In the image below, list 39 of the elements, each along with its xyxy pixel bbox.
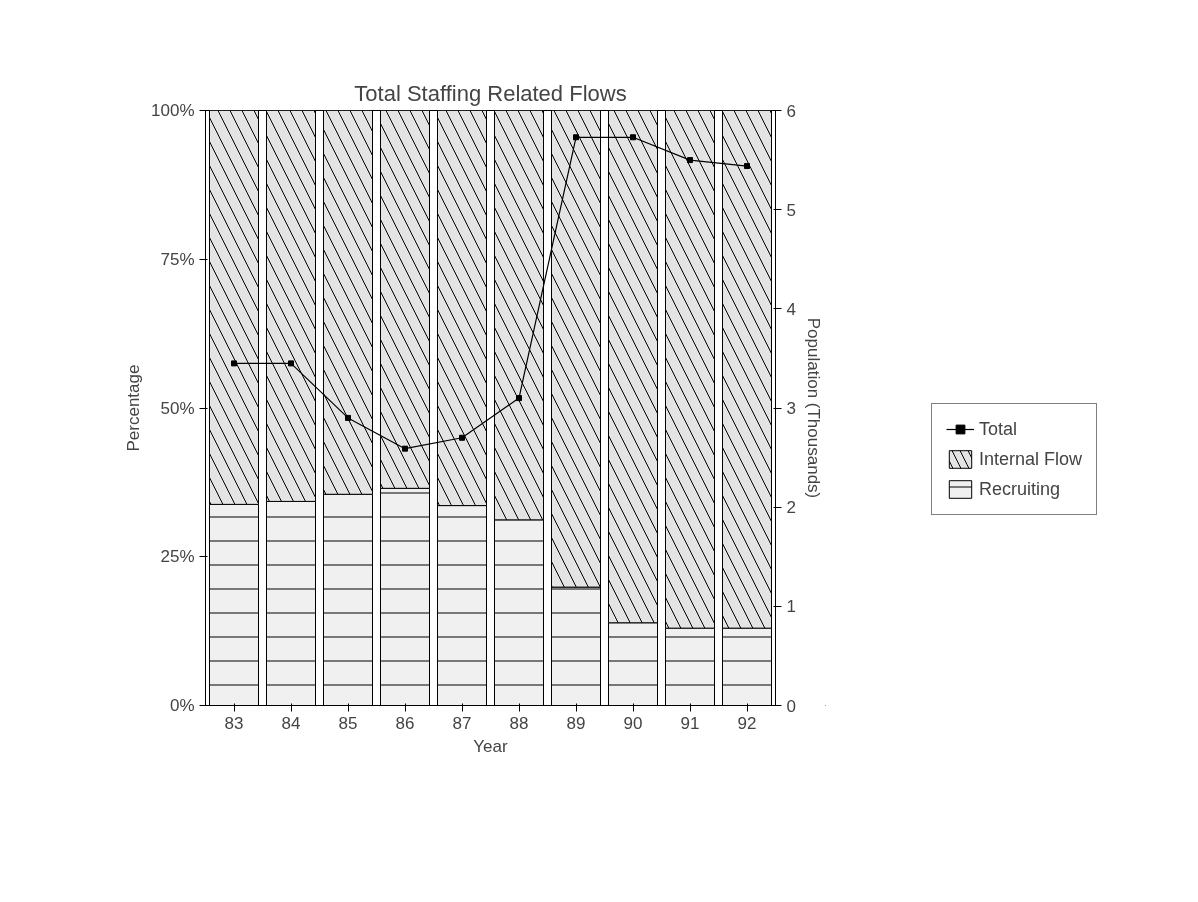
y-tick-label: 25% xyxy=(160,547,195,567)
x-tick-label: 88 xyxy=(509,713,529,733)
y-tick-label: 100% xyxy=(151,101,195,120)
x-tick-label: 83 xyxy=(224,713,244,733)
y-tick-label: 0% xyxy=(169,696,195,715)
point xyxy=(516,395,522,402)
x-tick-label: 89 xyxy=(566,713,586,733)
legend-label: Internal Flow xyxy=(979,448,1083,470)
y2-axis-title: Population (Thousands) xyxy=(803,317,823,499)
y-axis-title: Percentage xyxy=(124,364,144,452)
y-tick-label: 75% xyxy=(160,249,195,269)
x-tick-label: 85 xyxy=(338,713,358,733)
y2-tick-label: 6 xyxy=(786,101,796,121)
point xyxy=(687,157,693,164)
chart-title: Total Staffing Related Flows xyxy=(354,80,627,106)
point xyxy=(345,414,351,421)
point xyxy=(402,445,408,452)
x-tick-label: 86 xyxy=(395,713,415,733)
x-tick-label: 90 xyxy=(623,713,643,733)
y2-tick-label: 3 xyxy=(786,399,796,418)
x-tick-label: 92 xyxy=(737,713,757,733)
x-tick-label: 84 xyxy=(281,713,301,733)
y2-tick-label: 0 xyxy=(786,696,796,716)
y-tick-label: 50% xyxy=(160,398,195,418)
point xyxy=(573,134,579,141)
y2-tick-label: 5 xyxy=(786,200,796,220)
point xyxy=(744,163,750,170)
point xyxy=(630,134,636,141)
legend-label: Total xyxy=(979,418,1018,440)
point xyxy=(288,360,294,367)
y2-tick-label: 1 xyxy=(786,597,796,617)
y2-tick-label: 4 xyxy=(786,299,796,319)
x-tick-label: 91 xyxy=(680,713,700,733)
point xyxy=(231,360,237,367)
x-tick-label: 87 xyxy=(452,713,472,733)
y2-tick-label: 2 xyxy=(786,498,796,518)
x-axis-title: Year xyxy=(473,736,509,756)
legend-label: Recruiting xyxy=(979,478,1061,500)
point xyxy=(459,434,465,441)
